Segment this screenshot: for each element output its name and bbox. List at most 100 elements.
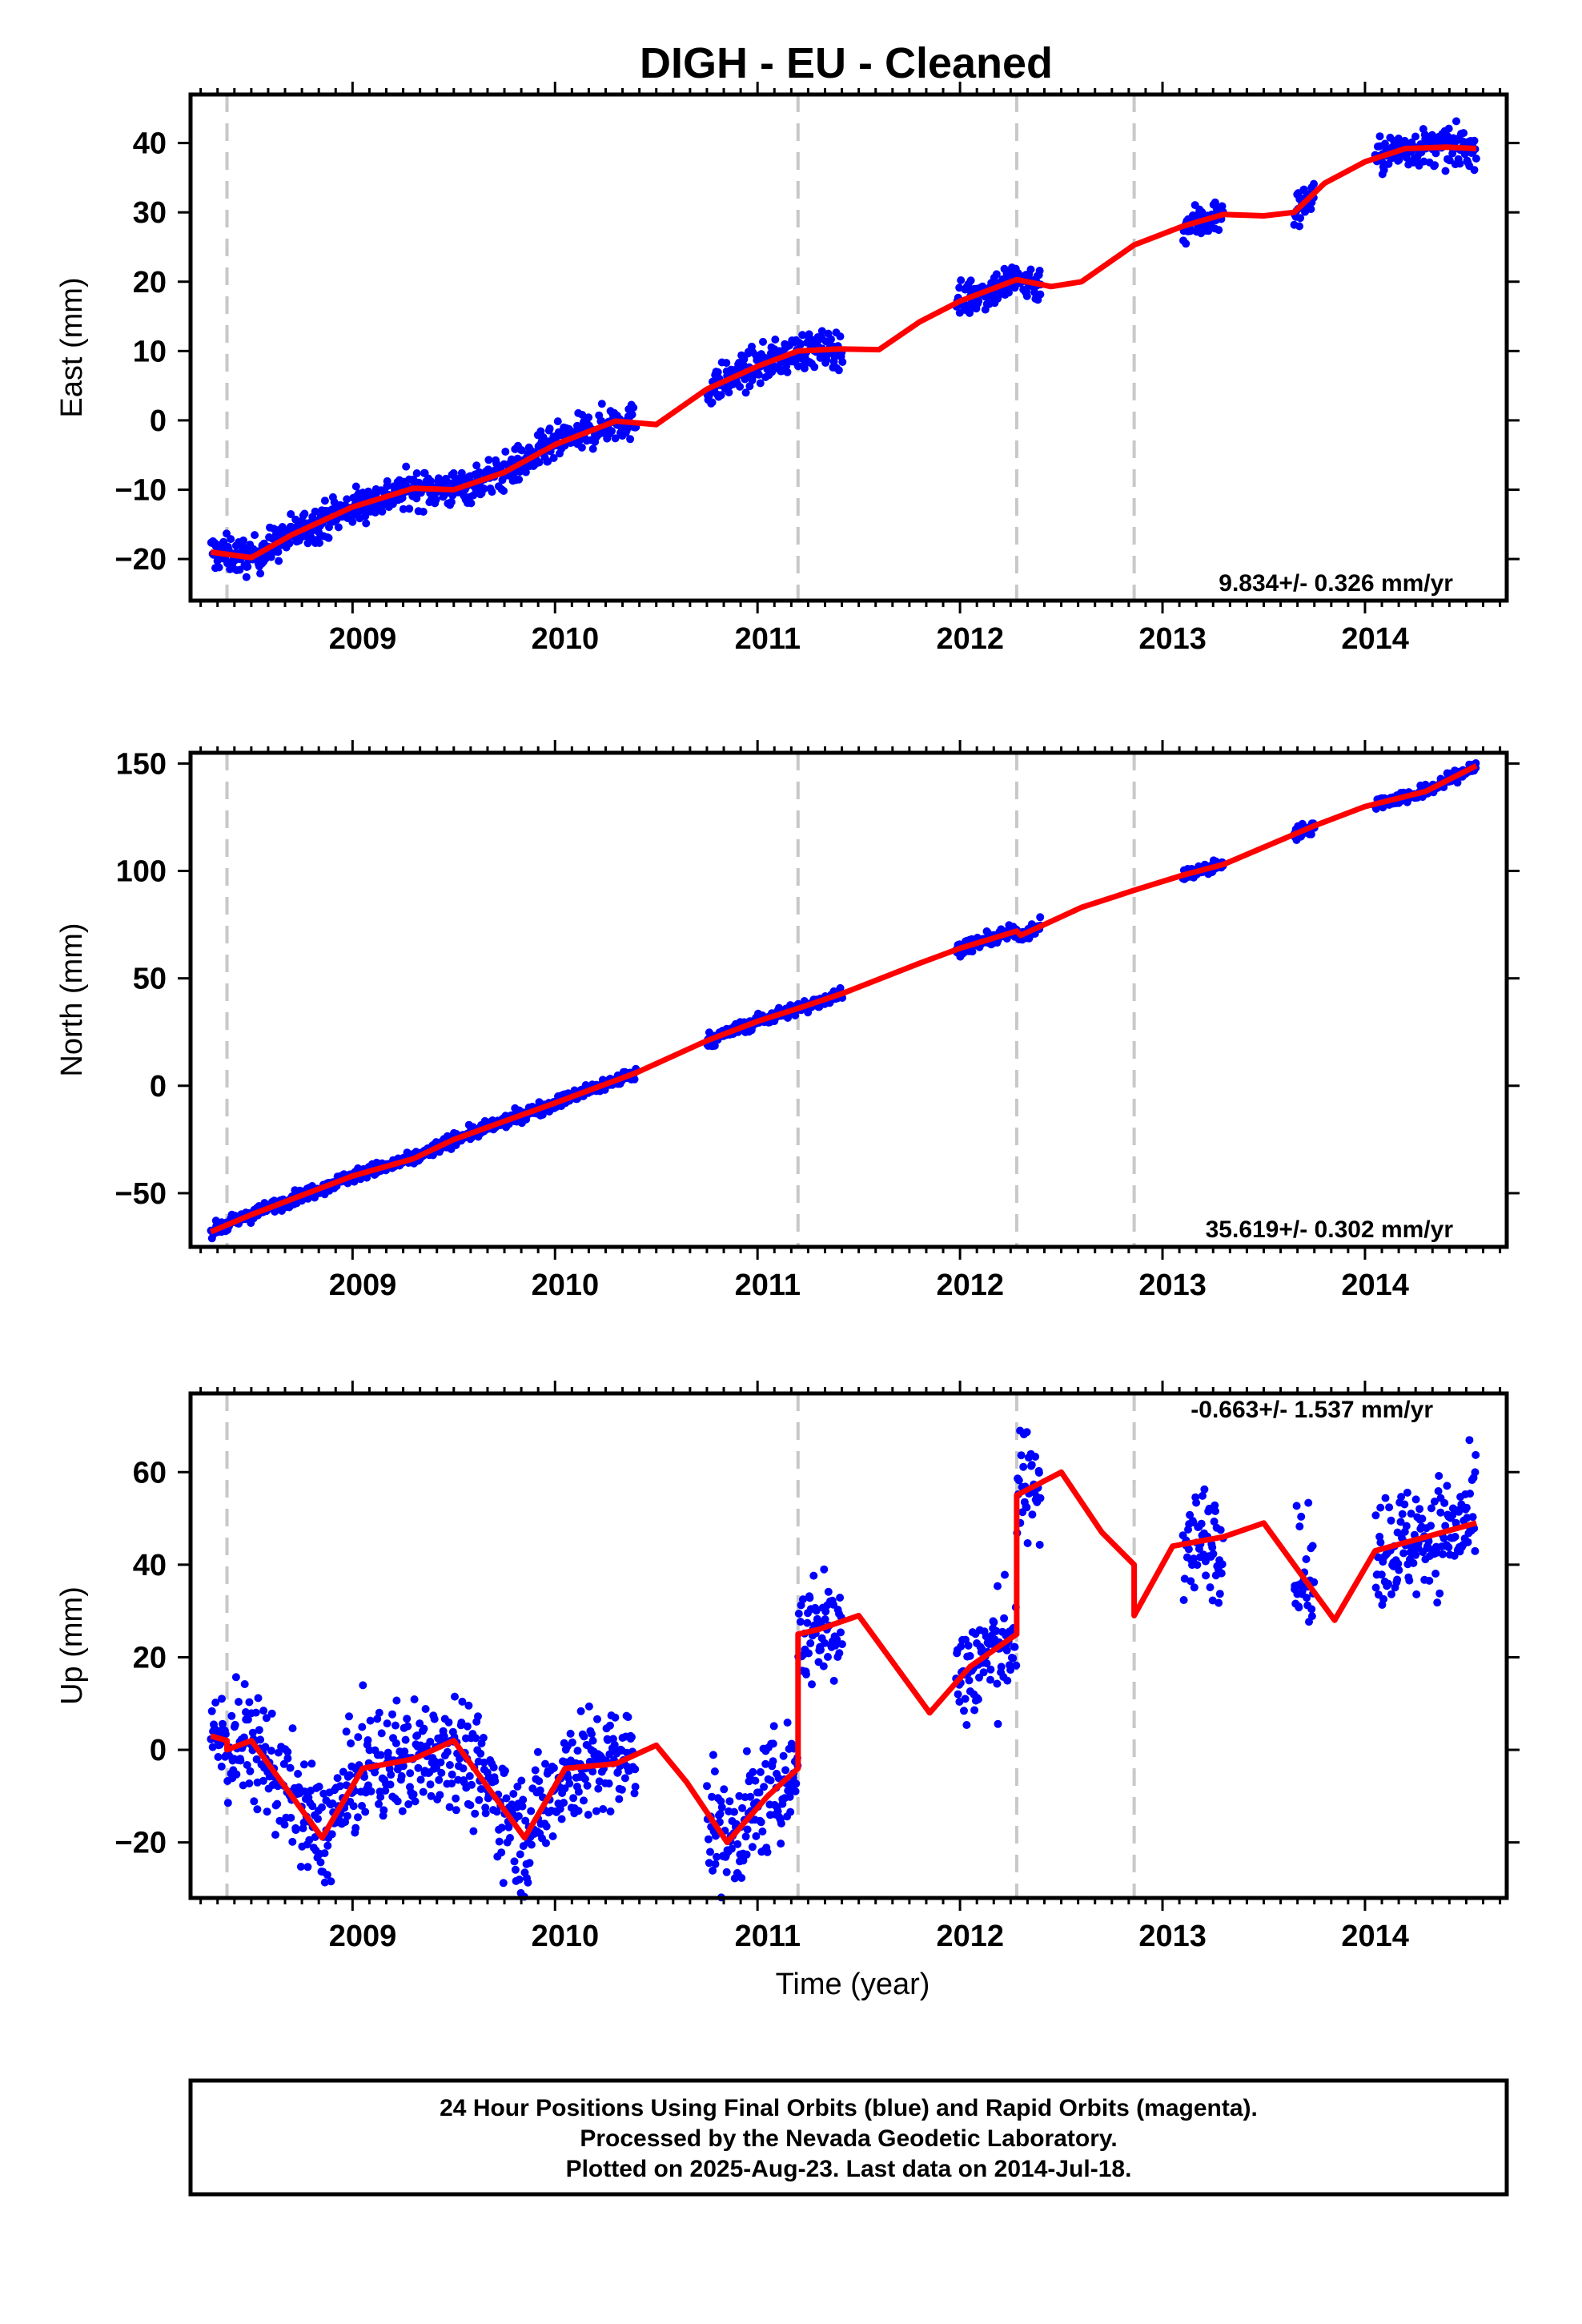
data-point [327,1830,336,1839]
data-point [283,1747,292,1756]
data-point [299,1760,308,1769]
data-point [798,1595,807,1604]
data-point [391,1739,400,1747]
data-point [1471,1468,1480,1477]
data-point [628,410,636,419]
data-point [833,1635,841,1644]
data-point [805,330,813,339]
data-point [517,1776,526,1785]
data-point [480,485,488,493]
data-point [710,1767,719,1775]
data-point [271,1831,279,1839]
data-point [1006,1666,1015,1675]
data-point [474,1712,482,1721]
data-point [1379,1594,1388,1603]
data-point [1000,1614,1009,1622]
data-point [974,297,983,306]
data-point [315,1783,323,1791]
data-point [1027,1461,1036,1470]
data-point [992,1626,1001,1635]
data-point [376,1792,385,1801]
data-point [756,1767,765,1776]
data-point [611,1713,620,1722]
data-point [273,1799,282,1808]
data-point [323,1841,332,1850]
data-point [992,270,1001,279]
data-point [802,1670,810,1679]
data-point [1034,1469,1043,1477]
data-point [1035,267,1044,275]
data-point [347,1739,355,1747]
data-point [737,1874,746,1882]
data-point [1302,1555,1311,1563]
data-point [316,1858,325,1867]
model-fit-line [210,144,1477,561]
data-point [620,1774,629,1783]
data-point [566,1729,575,1738]
data-point [556,1804,564,1813]
east-panel: 2009 2010 2011 2012 2013 2014 −20 −10 0 10 20 30 40 E… [55,82,1520,656]
data-point [406,1769,415,1778]
x-tick-label: 2010 [532,622,600,656]
data-point [267,1747,275,1755]
data-point [242,573,251,581]
data-point [805,1649,813,1658]
data-point [824,1653,832,1661]
data-point [1292,1502,1301,1510]
data-point [573,1747,582,1755]
data-point [1218,1560,1227,1569]
data-point [606,1807,615,1815]
data-point [343,495,351,504]
data-point [1470,166,1479,175]
data-point [211,1699,220,1707]
data-point [419,1787,428,1796]
y-tick-label: 40 [133,1549,167,1582]
data-point [808,1680,816,1689]
y-tick-label: 0 [150,1734,167,1767]
data-point [430,1715,439,1723]
data-point [383,476,391,485]
data-point [541,1759,549,1768]
data-point [223,529,231,538]
data-point [452,1794,460,1803]
data-point [542,1822,551,1831]
data-point [510,1857,519,1866]
data-point [398,1807,407,1815]
plot-frame [188,1391,1509,1900]
data-point [769,1722,778,1731]
data-point [285,539,294,548]
data-point [1192,1498,1201,1507]
data-point [495,1837,504,1846]
north-panel: 2009 2010 2011 2012 2013 2014 −50 0 50 100 150 Nort… [55,740,1520,1302]
data-point [1199,1491,1207,1500]
data-point [605,1750,614,1759]
data-point [722,359,731,368]
data-point [791,1787,800,1795]
data-point [240,1680,249,1688]
data-point [574,1787,583,1796]
data-point [1375,132,1384,141]
data-point [741,388,750,397]
data-point [1395,1566,1403,1574]
data-point [1190,1583,1199,1592]
data-point [348,517,357,526]
data-point [961,1695,970,1703]
data-point [709,1751,717,1759]
data-point [821,1607,830,1616]
data-point [545,424,554,433]
y-tick-label: 30 [133,196,167,230]
data-point [445,1761,454,1769]
data-point [359,1681,367,1690]
data-point [738,1803,747,1812]
data-point [1466,1490,1475,1498]
data-point [1472,155,1480,163]
data-point [820,1638,829,1647]
y-tick-label: 0 [150,404,167,438]
data-point [509,1790,518,1798]
data-point [1427,1504,1435,1513]
data-point [779,1751,788,1760]
data-point [465,1771,474,1780]
data-point [1036,1494,1045,1502]
y-tick-label: 150 [116,747,167,781]
data-point [725,1797,734,1806]
